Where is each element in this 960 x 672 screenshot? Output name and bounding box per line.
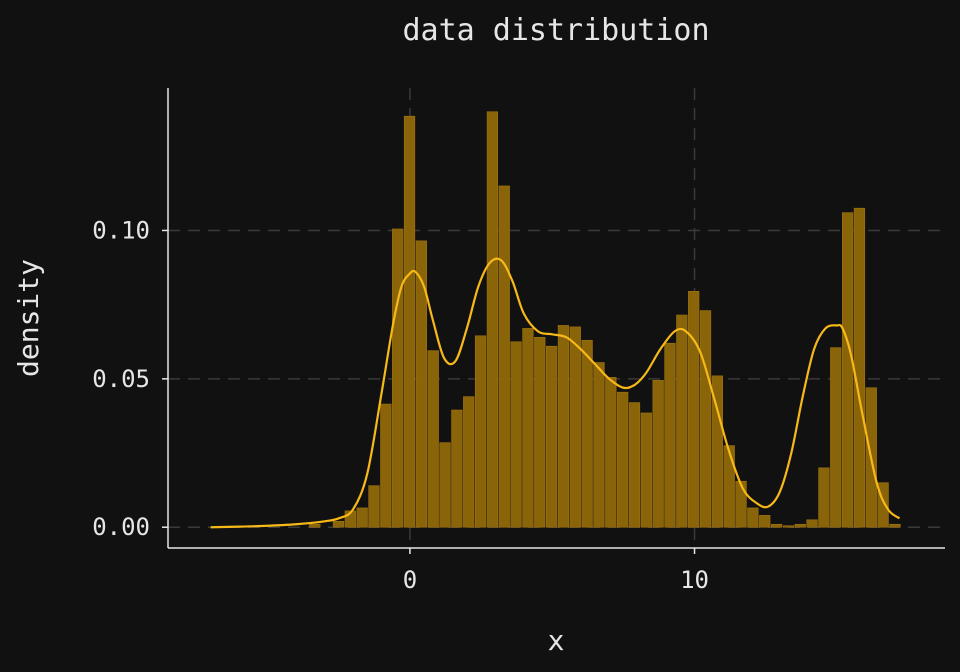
histogram-bar <box>664 342 676 528</box>
histogram-bar <box>415 240 427 528</box>
histogram-bar <box>699 310 712 528</box>
y-axis-label: density <box>12 259 45 377</box>
histogram-bar <box>427 350 439 528</box>
histogram-bar <box>676 314 688 528</box>
histogram-bar <box>451 409 463 528</box>
histogram-bar <box>557 325 570 528</box>
density-curve <box>210 257 901 529</box>
histogram-bar <box>605 377 617 528</box>
histogram-bar <box>794 523 806 528</box>
histogram-bar <box>877 482 889 528</box>
y-tick-label: 0.05 <box>92 365 150 393</box>
histogram-bar <box>723 445 735 528</box>
histogram-bar <box>652 380 664 528</box>
x-axis-label: x <box>548 624 565 657</box>
x-tick-label: 0 <box>403 566 417 594</box>
histogram-bar <box>309 523 321 528</box>
histogram-bar <box>510 341 522 528</box>
histogram-bar <box>806 519 818 528</box>
axes <box>167 88 945 549</box>
histogram-bar <box>498 185 510 528</box>
histogram-bar <box>486 111 499 528</box>
histogram-bar <box>439 442 451 528</box>
histogram-bar <box>782 525 795 528</box>
histogram-bar <box>581 339 593 528</box>
histogram-bar <box>759 515 771 528</box>
x-tick-label: 10 <box>680 566 709 594</box>
y-tick-label: 0.10 <box>92 216 150 244</box>
histogram-bar <box>380 403 392 528</box>
histogram-bar <box>545 345 558 528</box>
histogram-bar <box>735 480 747 528</box>
histogram-bar <box>332 520 345 528</box>
histogram-bar <box>356 507 368 528</box>
histogram-bar <box>522 328 534 528</box>
histogram-bar <box>593 362 605 528</box>
histogram-bar <box>688 290 700 528</box>
histogram-bar <box>463 396 475 528</box>
chart-title: data distribution <box>402 13 709 48</box>
histogram-bar <box>747 507 759 528</box>
histogram-bar <box>853 207 866 528</box>
histogram-bar <box>344 510 356 528</box>
histogram-bar <box>770 523 783 528</box>
histogram-bar <box>392 228 404 528</box>
histogram-bar <box>569 326 581 528</box>
histogram-bar <box>628 402 641 528</box>
histogram-bar <box>640 412 652 528</box>
histogram-bar <box>830 347 842 528</box>
histogram-bar <box>474 335 487 528</box>
histogram-bar <box>889 523 901 528</box>
histogram-bar <box>818 467 830 528</box>
histogram-bar <box>841 212 854 528</box>
histogram-bar <box>534 336 546 528</box>
histogram-bar <box>368 485 380 528</box>
histogram-bar <box>617 391 629 528</box>
y-tick-label: 0.00 <box>92 513 150 541</box>
tick-labels: 0.00 0.05 0.10 0 10 <box>92 216 709 594</box>
histogram-bar <box>403 115 416 528</box>
histogram-bar <box>711 375 723 528</box>
